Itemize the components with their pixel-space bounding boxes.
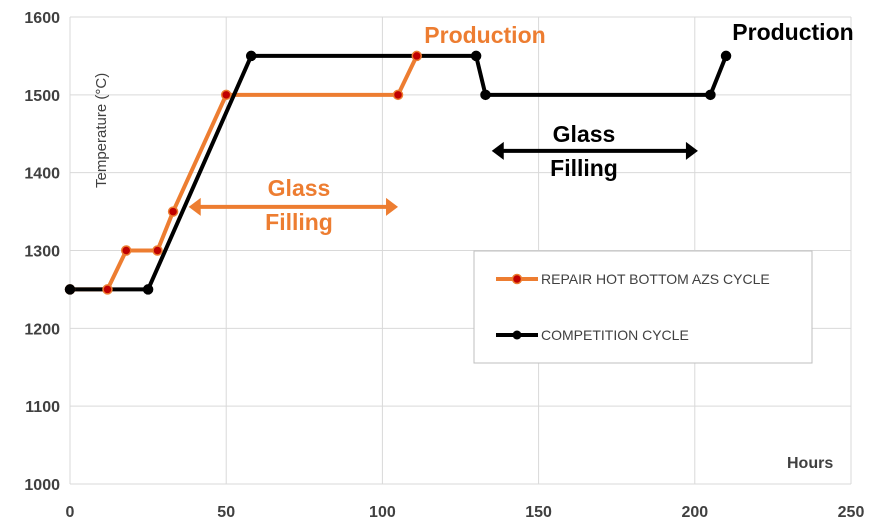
x-tick-label-100: 100 <box>369 504 396 521</box>
annotation-black-filling: Filling <box>550 155 618 181</box>
series-1-point-0 <box>64 284 76 295</box>
y-tick-label-1400: 1400 <box>24 166 60 183</box>
annotation-orange-filling: Filling <box>265 209 333 235</box>
annotation-orange-glass: Glass <box>268 175 331 201</box>
legend-label-competition: COMPETITION CYCLE <box>541 327 689 343</box>
series-1-point-5 <box>705 89 716 101</box>
x-tick-label-250: 250 <box>838 504 865 521</box>
y-tick-label-1300: 1300 <box>24 244 60 261</box>
legend: REPAIR HOT BOTTOM AZS CYCLE COMPETITION … <box>473 250 813 364</box>
series-0-point-1 <box>102 284 113 295</box>
series-1-point-6 <box>720 50 732 62</box>
x-axis-title: Hours <box>787 455 833 472</box>
y-tick-label-1600: 1600 <box>24 10 60 27</box>
y-tick-label-1000: 1000 <box>24 477 60 494</box>
annotation-arrows <box>188 141 698 216</box>
orange-arrow-head-left <box>188 197 201 216</box>
y-axis-title: Temperature (°C) <box>93 73 110 188</box>
series-1-point-1 <box>142 284 154 295</box>
series-0-point-3 <box>152 245 163 256</box>
legend-marker-competition <box>512 330 522 340</box>
series-0-point-2 <box>120 245 132 256</box>
annotation-orange-production: Production <box>424 22 545 48</box>
legend-item-repair: REPAIR HOT BOTTOM AZS CYCLE <box>496 271 770 287</box>
series-0-point-6 <box>392 89 404 101</box>
series-line-0 <box>70 55 419 292</box>
series-markers <box>64 50 732 295</box>
annotation-black-production: Production <box>732 19 853 45</box>
y-tick-label-1100: 1100 <box>25 399 60 416</box>
series-0-point-7 <box>411 50 423 62</box>
series-1-point-4 <box>480 89 491 101</box>
x-tick-label-150: 150 <box>525 504 552 521</box>
annotation-black-glass: Glass <box>553 121 616 147</box>
x-tick-label-50: 50 <box>217 504 235 521</box>
series-0-point-5 <box>220 89 232 101</box>
y-tick-label-1200: 1200 <box>24 321 60 338</box>
x-tick-label-0: 0 <box>66 504 75 521</box>
legend-item-competition: COMPETITION CYCLE <box>496 327 689 343</box>
series-0-point-4 <box>167 206 179 217</box>
series-1-point-3 <box>470 50 482 62</box>
black-arrow-head-left <box>491 141 504 160</box>
x-tick-label-200: 200 <box>681 504 708 521</box>
orange-arrow-head-right <box>386 197 399 216</box>
y-tick-label-1500: 1500 <box>24 88 60 105</box>
black-arrow-head-right <box>685 141 698 160</box>
legend-marker-repair <box>511 273 523 285</box>
tick-labels: 1000 1100 1200 1300 1400 1500 1600 0 50 100 150 200… <box>24 10 864 521</box>
legend-label-repair: REPAIR HOT BOTTOM AZS CYCLE <box>541 271 770 287</box>
legend-box <box>473 250 813 364</box>
series-1-point-2 <box>245 50 257 62</box>
